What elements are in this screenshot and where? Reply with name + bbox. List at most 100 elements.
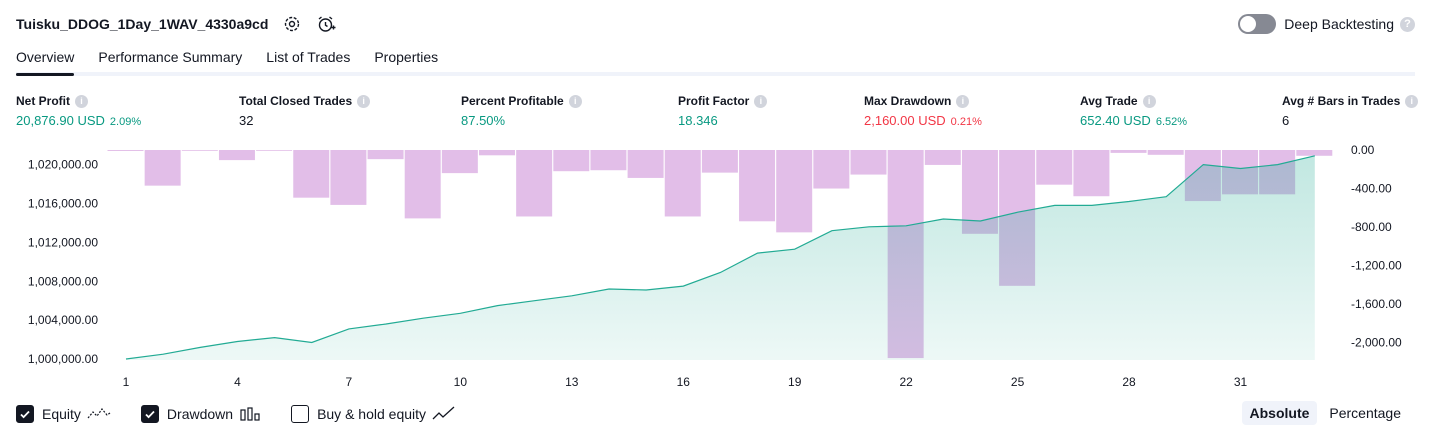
drawdown-bar bbox=[1110, 150, 1147, 153]
deep-backtesting: Deep Backtesting ? bbox=[1238, 12, 1415, 36]
drawdown-bar bbox=[516, 150, 553, 217]
metric-profit-factor: Profit Factor i 18.346 bbox=[678, 94, 768, 128]
alarm-add-icon[interactable] bbox=[316, 14, 336, 34]
toggle-knob bbox=[1240, 16, 1257, 32]
drawdown-bar bbox=[776, 150, 813, 233]
x-axis-tick: 13 bbox=[565, 375, 579, 389]
tab-performance-summary[interactable]: Performance Summary bbox=[98, 49, 243, 65]
help-icon[interactable]: ? bbox=[1400, 16, 1415, 32]
drawdown-bar bbox=[479, 150, 515, 156]
metric-avg-trade: Avg Trade i 652.40 USD 6.52% bbox=[1080, 94, 1187, 128]
x-axis-tick: 19 bbox=[788, 375, 802, 389]
info-icon[interactable]: i bbox=[357, 94, 371, 108]
buy-hold-line-icon bbox=[432, 406, 456, 422]
info-icon[interactable]: i bbox=[568, 94, 582, 108]
x-axis-tick: 7 bbox=[346, 375, 353, 389]
metric-percent-profitable: Percent Profitable i 87.50% bbox=[461, 94, 582, 128]
right-axis-tick: -1,200.00 bbox=[1351, 259, 1402, 273]
mode-percentage[interactable]: Percentage bbox=[1329, 405, 1401, 421]
deep-backtesting-toggle[interactable] bbox=[1238, 14, 1277, 34]
equity-checkbox[interactable] bbox=[16, 405, 34, 423]
left-axis-tick: 1,016,000.00 bbox=[28, 196, 98, 210]
legend-drawdown[interactable]: Drawdown bbox=[140, 405, 261, 423]
right-axis-tick: -800.00 bbox=[1351, 220, 1392, 234]
x-axis-tick: 31 bbox=[1234, 375, 1248, 389]
drawdown-bar bbox=[813, 150, 850, 189]
metrics-row: Net Profit i 20,876.90 USD 2.09% Total Clo… bbox=[16, 94, 1419, 134]
drawdown-bar bbox=[590, 150, 627, 171]
right-axis-tick: 0.00 bbox=[1351, 143, 1375, 157]
strategy-title: Tuisku_DDOG_1Day_1WAV_4330a9cd bbox=[16, 16, 269, 32]
equity-line-icon bbox=[87, 406, 111, 422]
info-icon[interactable]: i bbox=[1405, 94, 1419, 108]
drawdown-bar bbox=[1073, 150, 1110, 197]
report-header: Tuisku_DDOG_1Day_1WAV_4330a9cd bbox=[16, 12, 336, 36]
tab-list-of-trades[interactable]: List of Trades bbox=[266, 49, 351, 65]
left-axis-tick: 1,000,000.00 bbox=[28, 352, 98, 366]
drawdown-bar bbox=[218, 150, 255, 161]
legend-equity[interactable]: Equity bbox=[16, 405, 111, 423]
drawdown-bar bbox=[441, 150, 478, 174]
drawdown-bar bbox=[627, 150, 664, 178]
metric-percent: 2.09% bbox=[109, 116, 142, 128]
metric-label: Avg Trade bbox=[1080, 94, 1138, 108]
buy-hold-checkbox[interactable] bbox=[291, 405, 310, 423]
metric-value: 18.346 bbox=[678, 113, 718, 128]
mode-absolute[interactable]: Absolute bbox=[1241, 401, 1318, 425]
legend-label: Buy & hold equity bbox=[317, 406, 427, 422]
drawdown-bar bbox=[256, 150, 293, 151]
drawdown-bar bbox=[924, 150, 961, 165]
info-icon[interactable]: i bbox=[1142, 94, 1156, 108]
equity-area bbox=[126, 155, 1315, 360]
x-axis-tick: 1 bbox=[123, 375, 130, 389]
metric-value: 6 bbox=[1282, 113, 1290, 128]
info-icon[interactable]: i bbox=[956, 94, 970, 108]
legend-buy-hold-equity[interactable]: Buy & hold equity bbox=[291, 405, 456, 423]
x-axis-tick: 22 bbox=[899, 375, 913, 389]
drawdown-bar bbox=[739, 150, 776, 222]
legend-label: Drawdown bbox=[166, 406, 234, 422]
left-axis-tick: 1,012,000.00 bbox=[28, 235, 98, 249]
info-icon[interactable]: i bbox=[75, 94, 88, 108]
metric-value: 652.40 USD bbox=[1080, 113, 1151, 128]
drawdown-bar bbox=[181, 150, 218, 151]
left-axis-tick: 1,020,000.00 bbox=[28, 158, 98, 172]
metric-value: 2,160.00 USD bbox=[864, 113, 946, 128]
left-axis-tick: 1,008,000.00 bbox=[28, 274, 98, 288]
equity-line bbox=[125, 155, 1315, 360]
drawdown-bar bbox=[1147, 150, 1184, 155]
metric-label: Total Closed Trades bbox=[239, 94, 353, 108]
x-axis-tick: 4 bbox=[234, 375, 241, 389]
left-axis-tick: 1,004,000.00 bbox=[28, 313, 98, 327]
gear-icon[interactable] bbox=[282, 14, 302, 34]
metric-max-drawdown: Max Drawdown i 2,160.00 USD 0.21% bbox=[864, 94, 982, 128]
drawdown-bars-icon bbox=[239, 406, 261, 422]
metric-label: Profit Factor bbox=[678, 94, 750, 108]
drawdown-bar bbox=[701, 150, 738, 173]
legend-label: Equity bbox=[42, 406, 81, 422]
drawdown-bar bbox=[107, 150, 144, 151]
drawdown-bar bbox=[367, 150, 404, 160]
drawdown-bar bbox=[404, 150, 441, 219]
right-axis-tick: -400.00 bbox=[1351, 182, 1392, 196]
info-icon[interactable]: i bbox=[754, 94, 768, 108]
metric-label: Max Drawdown bbox=[864, 94, 952, 108]
tab-bar: Overview Performance Summary List of Tra… bbox=[16, 46, 1415, 76]
x-axis-tick: 10 bbox=[454, 375, 468, 389]
drawdown-bar bbox=[1296, 150, 1333, 156]
tab-overview[interactable]: Overview bbox=[16, 46, 75, 76]
drawdown-bar bbox=[330, 150, 367, 205]
drawdown-checkbox[interactable] bbox=[140, 405, 159, 423]
metric-value: 87.50% bbox=[461, 113, 506, 128]
right-axis-tick: -2,000.00 bbox=[1351, 336, 1402, 350]
chart-legend: Equity Drawdown Buy & hold equity bbox=[16, 404, 486, 424]
metric-label: Percent Profitable bbox=[461, 94, 564, 108]
drawdown-bar bbox=[293, 150, 330, 198]
tab-properties[interactable]: Properties bbox=[374, 49, 439, 65]
scale-mode-switch: Absolute Percentage bbox=[1238, 401, 1410, 425]
drawdown-bar bbox=[850, 150, 887, 175]
drawdown-bar bbox=[1036, 150, 1073, 185]
metric-label: Avg # Bars in Trades bbox=[1282, 94, 1401, 108]
metric-label: Net Profit bbox=[16, 94, 70, 108]
equity-drawdown-chart[interactable]: 1,020,000.00 1,016,000.00 1,012,000.00 1,00… bbox=[0, 140, 1431, 395]
